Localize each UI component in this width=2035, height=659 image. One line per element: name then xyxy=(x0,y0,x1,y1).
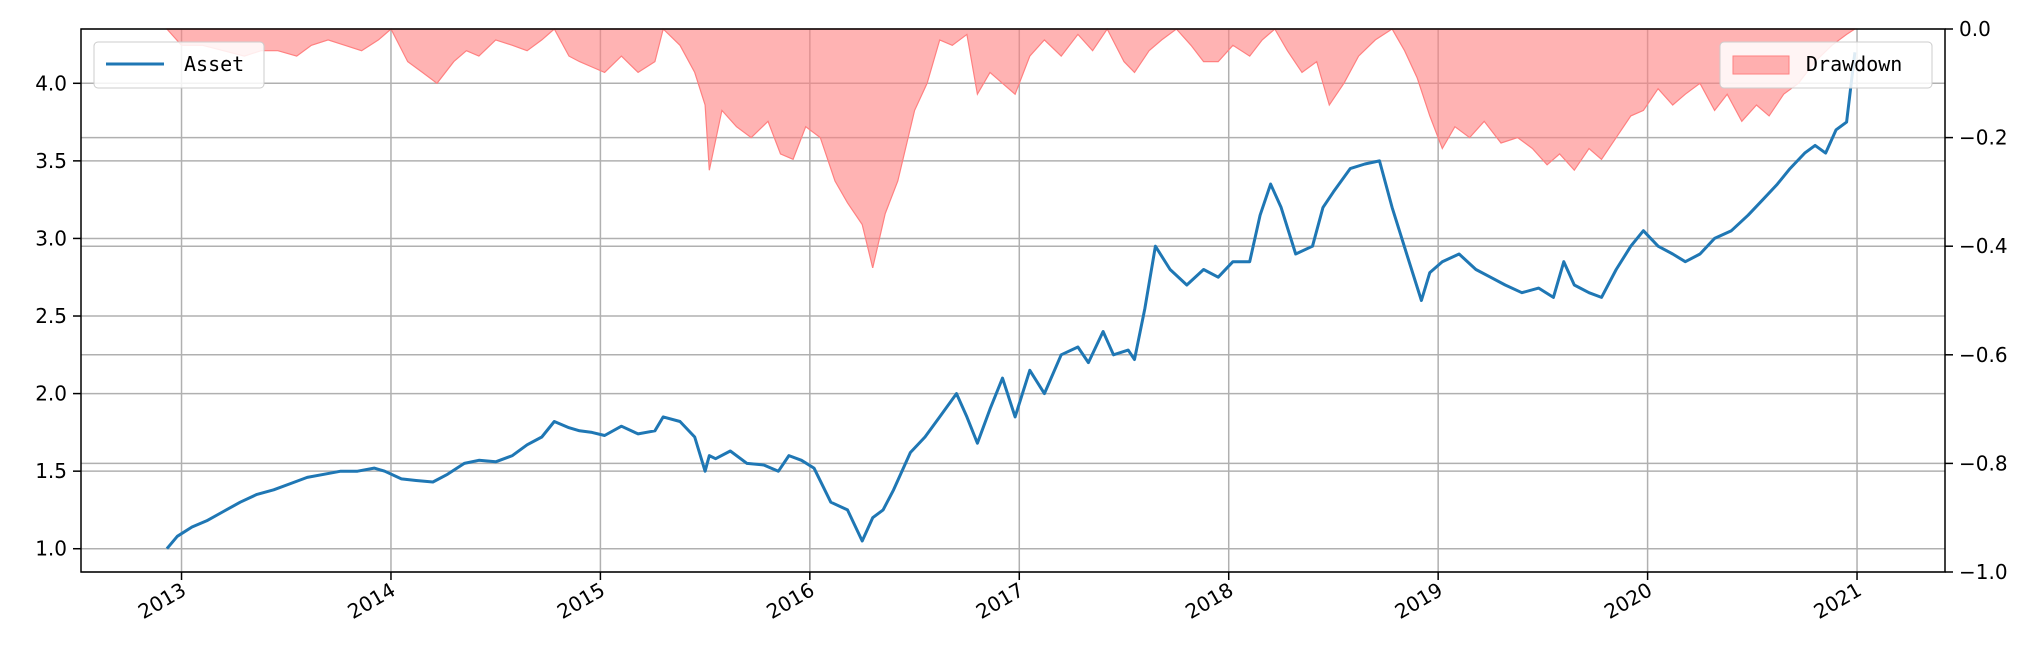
asset-line xyxy=(165,52,1857,550)
asset-layer xyxy=(165,52,1857,550)
y-right-tick-label: −0.6 xyxy=(1959,343,2008,367)
y-left-tick-label: 3.5 xyxy=(35,149,67,173)
y-left-tick-label: 1.0 xyxy=(35,537,67,561)
asset-legend-label: Asset xyxy=(184,52,244,76)
y-right-tick-label: −1.0 xyxy=(1959,560,2008,584)
y-right-tick-label: −0.8 xyxy=(1959,451,2008,475)
y-right-tick-label: 0.0 xyxy=(1959,17,1991,41)
drawdown-legend: Drawdown xyxy=(1719,41,1933,89)
asset-legend: Asset xyxy=(93,41,265,89)
y-left-tick-label: 2.5 xyxy=(35,304,67,328)
drawdown-legend-box xyxy=(1719,41,1933,89)
drawdown-legend-label: Drawdown xyxy=(1806,52,1902,76)
y-right-tick-label: −0.4 xyxy=(1959,234,2008,258)
drawdown-layer xyxy=(165,27,1857,269)
y-right-tick-label: −0.2 xyxy=(1959,126,2008,150)
plot-frame xyxy=(80,28,1946,573)
drawdown-legend-swatch xyxy=(1732,55,1790,75)
y-left-tick-label: 4.0 xyxy=(35,71,67,95)
y-left-tick-label: 3.0 xyxy=(35,226,67,250)
y-left-tick-label: 2.0 xyxy=(35,382,67,406)
drawdown-area xyxy=(165,27,1857,269)
asset-legend-box xyxy=(93,41,265,89)
y-left-tick-label: 1.5 xyxy=(35,459,67,483)
